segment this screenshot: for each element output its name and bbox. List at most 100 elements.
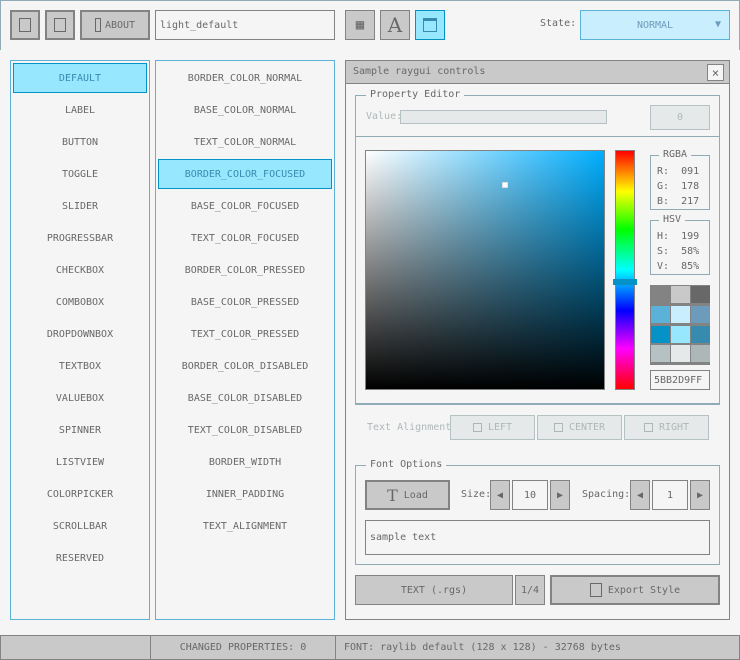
state-dropdown[interactable]: NORMAL ▼ [580, 10, 730, 40]
controls-list[interactable]: DEFAULT LABEL BUTTON TOGGLE SLIDER PROGRESSBA… [10, 60, 150, 620]
color-picker-square[interactable] [365, 150, 605, 390]
size-increase-button[interactable]: ▶ [550, 480, 570, 510]
value-box[interactable]: 0 [650, 105, 710, 130]
palette-swatch[interactable] [691, 286, 710, 303]
property-item[interactable]: INNER_PADDING [205, 488, 285, 500]
spacing-label: Spacing: [582, 489, 631, 500]
palette-swatch[interactable] [671, 325, 690, 343]
align-left-icon [472, 423, 482, 432]
control-item[interactable]: DROPDOWNBOX [46, 328, 114, 340]
save-file-button[interactable] [45, 10, 75, 40]
control-item[interactable]: DEFAULT [13, 63, 147, 93]
arrow-right-icon: ▶ [556, 489, 564, 501]
close-button[interactable]: × [707, 64, 724, 81]
color-palette[interactable] [650, 285, 710, 365]
status-font-info: FONT: raylib default (128 x 128) - 32768… [335, 635, 740, 660]
format-page-button[interactable]: 1/4 [515, 575, 545, 605]
format-button[interactable]: TEXT (.rgs) [355, 575, 513, 605]
b-value: B: 217 [657, 196, 700, 207]
hex-input[interactable]: 5BB2D9FF [650, 370, 710, 390]
property-item[interactable]: TEXT_COLOR_FOCUSED [190, 232, 300, 244]
control-item[interactable]: COLORPICKER [46, 488, 114, 500]
about-button[interactable]: ABOUT [80, 10, 150, 40]
palette-swatch[interactable] [691, 345, 710, 363]
property-item[interactable]: BASE_COLOR_FOCUSED [190, 200, 300, 212]
v-value: V: 85% [657, 261, 700, 272]
palette-swatch[interactable] [651, 286, 670, 303]
control-item[interactable]: PROGRESSBAR [46, 232, 114, 244]
arrow-left-icon: ◀ [636, 489, 644, 501]
property-item[interactable]: BASE_COLOR_PRESSED [190, 296, 300, 308]
control-item[interactable]: COMBOBOX [55, 296, 105, 308]
property-item[interactable]: BASE_COLOR_NORMAL [193, 104, 297, 116]
spacing-input[interactable]: 1 [652, 480, 688, 510]
text-icon: T [387, 485, 398, 505]
property-item[interactable]: BASE_COLOR_DISABLED [187, 392, 303, 404]
size-input[interactable]: 10 [512, 480, 548, 510]
status-changed-properties: CHANGED PROPERTIES: 0 [150, 635, 336, 660]
grid-view-button[interactable]: ▦ [345, 10, 375, 40]
sample-text-input[interactable]: sample text [365, 520, 710, 555]
arrow-right-icon: ▶ [696, 489, 704, 501]
align-left-button[interactable]: LEFT [450, 415, 535, 440]
palette-swatch[interactable] [651, 305, 670, 323]
spacing-increase-button[interactable]: ▶ [690, 480, 710, 510]
align-right-button[interactable]: RIGHT [624, 415, 709, 440]
property-item[interactable]: TEXT_ALIGNMENT [202, 520, 288, 532]
state-label: State: [540, 18, 577, 29]
status-bar-left [0, 635, 151, 660]
property-item[interactable]: TEXT_COLOR_NORMAL [193, 136, 297, 148]
close-icon: × [711, 65, 720, 80]
control-item[interactable]: TOGGLE [61, 168, 99, 180]
export-file-icon [589, 583, 602, 597]
property-item[interactable]: BORDER_COLOR_PRESSED [184, 264, 306, 276]
palette-swatch[interactable] [671, 305, 690, 323]
control-item[interactable]: SLIDER [61, 200, 99, 212]
palette-swatch[interactable] [651, 325, 670, 343]
palette-swatch[interactable] [651, 345, 670, 363]
control-item[interactable]: TEXTBOX [58, 360, 102, 372]
open-file-button[interactable] [10, 10, 40, 40]
style-name-input[interactable]: light_default [155, 10, 335, 40]
font-button[interactable]: A [380, 10, 410, 40]
palette-swatch[interactable] [671, 286, 690, 303]
font-icon: A [387, 13, 403, 37]
palette-swatch[interactable] [671, 345, 690, 363]
control-item[interactable]: CHECKBOX [55, 264, 105, 276]
h-value: H: 199 [657, 231, 700, 242]
control-item[interactable]: VALUEBOX [55, 392, 105, 404]
control-item[interactable]: LISTVIEW [55, 456, 105, 468]
control-item[interactable]: SCROLLBAR [52, 520, 108, 532]
control-item[interactable]: LABEL [64, 104, 96, 116]
palette-swatch[interactable] [691, 325, 710, 343]
control-item[interactable]: RESERVED [55, 552, 105, 564]
control-item[interactable]: BUTTON [61, 136, 99, 148]
palette-swatch[interactable] [691, 305, 710, 323]
window-title: Sample raygui controls [346, 61, 729, 84]
align-center-button[interactable]: CENTER [537, 415, 622, 440]
property-item[interactable]: BORDER_COLOR_NORMAL [187, 72, 303, 84]
window-icon [423, 18, 437, 32]
load-font-button[interactable]: T Load [365, 480, 450, 510]
property-item[interactable]: BORDER_COLOR_FOCUSED [158, 159, 332, 189]
hue-slider-handle[interactable] [613, 279, 637, 285]
property-item[interactable]: BORDER_WIDTH [208, 456, 282, 468]
property-item[interactable]: BORDER_COLOR_DISABLED [181, 360, 309, 372]
rgba-group: RGBA R: 091 G: 178 B: 217 [650, 149, 710, 210]
control-item[interactable]: SPINNER [58, 424, 102, 436]
hue-bar[interactable] [613, 150, 637, 390]
text-alignment-label: Text Alignment: [367, 422, 458, 433]
properties-list[interactable]: BORDER_COLOR_NORMAL BASE_COLOR_NORMAL TEXT… [155, 60, 335, 620]
export-style-button[interactable]: Export Style [550, 575, 720, 605]
window-toggle-button[interactable] [415, 10, 445, 40]
size-decrease-button[interactable]: ◀ [490, 480, 510, 510]
property-item[interactable]: TEXT_COLOR_DISABLED [187, 424, 303, 436]
font-options-group: Font Options [355, 459, 720, 565]
floppy-icon [54, 18, 66, 32]
value-slider[interactable] [400, 110, 607, 124]
property-item[interactable]: TEXT_COLOR_PRESSED [190, 328, 300, 340]
spacing-decrease-button[interactable]: ◀ [630, 480, 650, 510]
color-picker-cursor[interactable] [502, 182, 508, 188]
align-right-icon [643, 423, 653, 432]
size-label: Size: [461, 489, 492, 500]
